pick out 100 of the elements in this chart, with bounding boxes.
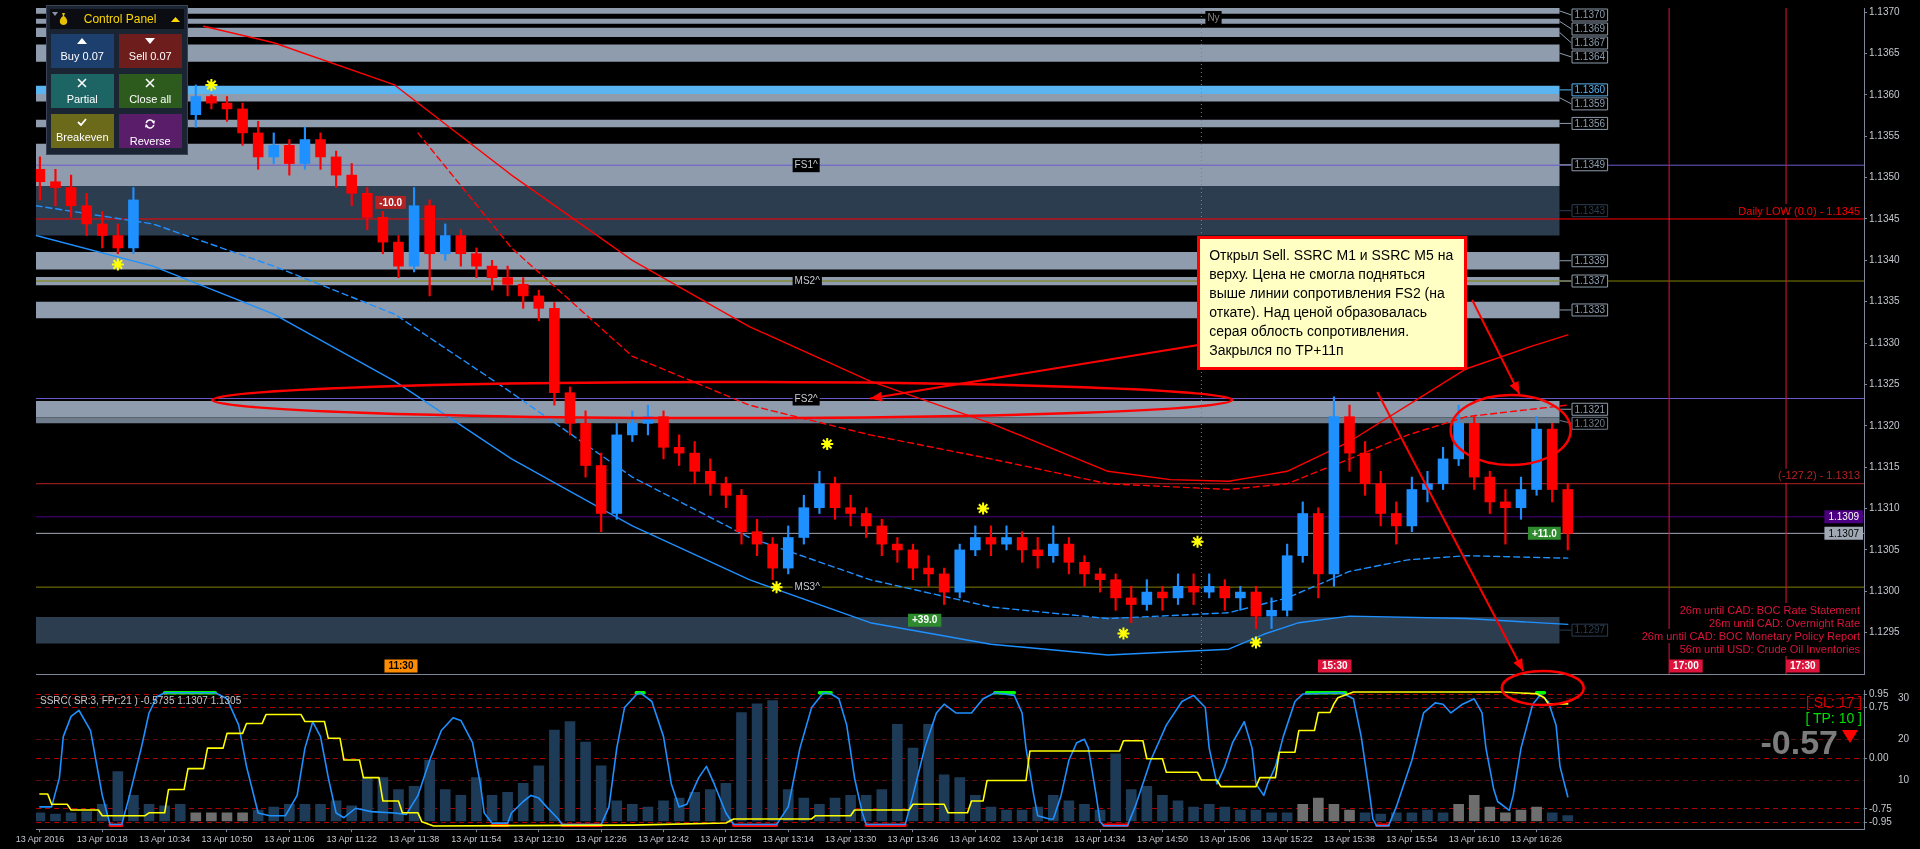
bar — [1375, 813, 1387, 822]
x-tick-label: 13 Apr 13:46 — [887, 834, 939, 845]
y-tick-label: 1.1295 — [1869, 626, 1901, 638]
ref-line-label: Ny — [1207, 12, 1220, 24]
x-tick-label: 13 Apr 16:10 — [1448, 834, 1500, 845]
band-label: 1.1297 — [1574, 624, 1606, 636]
band-label: 1.1320 — [1574, 417, 1606, 429]
bar — [1313, 797, 1324, 822]
x-tick-label: 13 Apr 11:38 — [388, 834, 440, 845]
panel-button: Reverse — [118, 114, 182, 148]
bar — [751, 703, 763, 822]
bar — [970, 794, 981, 822]
bar — [1406, 812, 1418, 822]
y-tick-label: 0.95 — [1869, 687, 1889, 699]
bar — [1437, 812, 1449, 822]
band-label: 1.1360 — [1574, 84, 1606, 96]
ref-line-label: MS2^ — [794, 275, 821, 287]
annotation: 26m until CAD: BOC Monetary Policy Report — [1641, 629, 1861, 642]
x-tick-label: 13 Apr 12:58 — [700, 834, 752, 845]
bar — [36, 812, 46, 822]
y2-tick-label: 10 — [1898, 773, 1910, 785]
bar — [845, 794, 856, 822]
x-tick-label: 13 Apr 11:22 — [326, 834, 377, 845]
panel-button: Buy 0.07 — [50, 34, 114, 68]
bar — [502, 792, 513, 822]
panel-button: Close all — [118, 74, 182, 108]
bar — [112, 771, 124, 822]
x-tick-label: 13 Apr 14:18 — [1012, 834, 1064, 845]
bar — [1188, 806, 1199, 822]
annotation: 26m until CAD: Overnight Rate — [1708, 616, 1861, 629]
annotation: 26m until CAD: BOC Rate Statement — [1679, 603, 1861, 616]
bar — [1468, 794, 1480, 822]
bar — [580, 741, 591, 822]
bar — [923, 724, 934, 822]
annotation: Control Panel — [83, 12, 157, 26]
x-tick-label: 13 Apr 13:14 — [762, 834, 814, 845]
bar — [1203, 803, 1215, 822]
annotation: Breakeven — [55, 131, 109, 143]
bar — [736, 712, 747, 822]
y-tick-label: 1.1365 — [1869, 47, 1901, 59]
x-tick-label: 13 Apr 15:38 — [1323, 834, 1376, 845]
y-tick-label: 1.1370 — [1869, 5, 1901, 17]
bar — [1500, 812, 1511, 822]
y-tick-label: 0.00 — [1869, 752, 1889, 763]
bar — [221, 812, 233, 822]
x-tick-label: 13 Apr 10:50 — [201, 834, 253, 845]
ref-line-label: 17:00 — [1673, 660, 1700, 672]
bar — [1063, 800, 1075, 822]
bar — [1266, 812, 1277, 822]
bar — [1484, 806, 1496, 822]
bar — [564, 721, 576, 822]
band-label: 1.1367 — [1574, 37, 1606, 49]
y-tick-label: 1.1345 — [1869, 212, 1901, 224]
bar — [1079, 803, 1090, 822]
x-tick-label: 13 Apr 13:30 — [825, 834, 877, 845]
y-tick-label: 1.1355 — [1869, 129, 1901, 141]
annotation: +39.0 — [912, 614, 938, 626]
y-tick-label: 0.75 — [1869, 701, 1889, 713]
band-label: 1.1339 — [1574, 255, 1606, 266]
band-label: 1.1356 — [1574, 117, 1606, 129]
bar — [704, 789, 716, 822]
ref-line-label: FS1^ — [794, 159, 818, 171]
bar — [424, 759, 435, 822]
bar — [299, 803, 311, 822]
x-tick-label: 13 Apr 12:42 — [638, 834, 690, 845]
bar — [1359, 812, 1371, 822]
y-tick-label: 1.1310 — [1869, 502, 1901, 514]
annotation: Buy 0.07 — [60, 50, 104, 62]
bar — [689, 792, 701, 822]
x-tick-label: 13 Apr 10:18 — [76, 834, 128, 845]
annotation: 15:30 — [1321, 660, 1348, 672]
band-label: 1.1359 — [1574, 98, 1606, 110]
bar — [595, 765, 607, 822]
bar — [190, 812, 202, 822]
bar — [81, 811, 92, 822]
x-tick-label: 13 Apr 14:34 — [1074, 834, 1126, 845]
y-tick-label: 1.1335 — [1869, 295, 1901, 307]
bar — [642, 806, 654, 822]
bar — [767, 700, 778, 822]
bar — [1297, 803, 1309, 822]
annotation: [ TP: 10 ] — [1805, 709, 1862, 726]
band-label: 1.1321 — [1574, 403, 1606, 415]
bar — [1157, 794, 1168, 822]
bar — [128, 794, 139, 822]
panel-button: Partial — [50, 74, 114, 108]
bar — [1141, 785, 1153, 822]
annotation: Sell 0.07 — [128, 50, 172, 62]
bar — [50, 813, 61, 822]
y-tick-label: 1.1320 — [1869, 419, 1901, 431]
annotation: 56m until USD: Crude Oil Inventories — [1679, 642, 1861, 655]
band-label: 1.1364 — [1574, 51, 1606, 63]
bar — [439, 789, 451, 822]
bar — [814, 803, 825, 822]
bar — [1001, 809, 1012, 822]
panel-button: Breakeven — [50, 114, 114, 148]
candlestick — [1157, 585, 1168, 611]
bar — [658, 800, 669, 822]
band-label: 1.1337 — [1574, 275, 1606, 287]
annotation: 11:30 — [388, 660, 414, 672]
y-tick-label: 1.1360 — [1869, 88, 1901, 100]
